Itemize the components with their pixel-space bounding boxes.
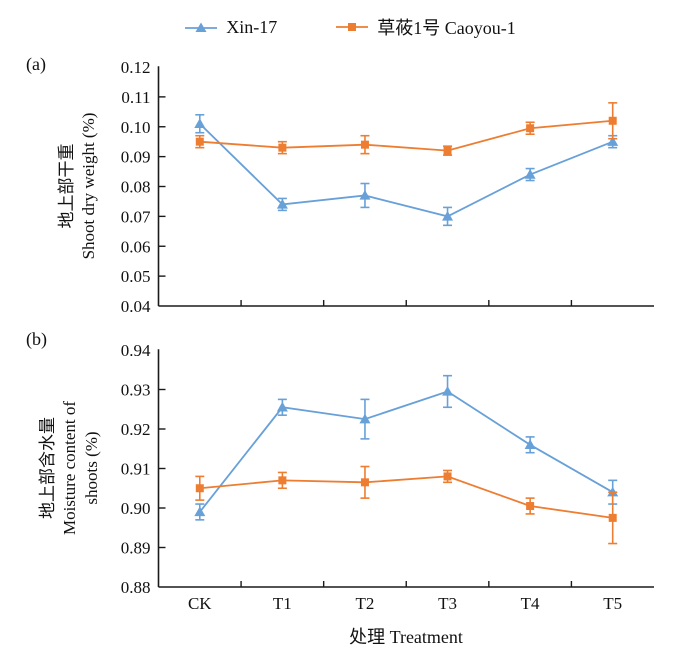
data-point-marker [278, 143, 287, 152]
data-point-marker [442, 210, 454, 221]
y-tick-label: 0.92 [121, 420, 151, 439]
data-point-marker [524, 169, 536, 179]
y-tick-label: 0.93 [121, 381, 151, 400]
y-tick-label: 0.07 [121, 207, 151, 226]
legend-label-xin17: Xin-17 [226, 16, 278, 37]
y-tick-label: 0.88 [121, 578, 151, 597]
y-tick-label: 0.94 [121, 341, 151, 360]
y-tick-label: 0.09 [121, 148, 151, 167]
data-point-marker [524, 439, 536, 449]
series-line [199, 390, 614, 513]
data-point-marker [360, 140, 369, 149]
legend-item-caoyou1: 草莜1号 Caoyou-1 [335, 14, 516, 40]
y-tick-label: 0.91 [121, 460, 151, 479]
data-point-marker [359, 189, 371, 200]
legend-item-xin17: Xin-17 [184, 17, 277, 38]
y-tick-label: 0.12 [121, 58, 151, 77]
legend: Xin-17 草莜1号 Caoyou-1 [0, 14, 700, 40]
panel-a-label: (a) [26, 54, 46, 74]
data-point-marker [607, 136, 619, 146]
y-axis-title-panel-b: 地上部含水量 Moisture content of shoots (%) [37, 401, 103, 535]
x-tick-label: T1 [273, 594, 292, 613]
legend-label-caoyou1: 草莜1号 Caoyou-1 [377, 18, 516, 38]
x-tick-label: T5 [603, 594, 622, 613]
y-axis-title-a-line-cn: 地上部干重 [56, 143, 76, 229]
y-tick-label: 0.05 [121, 267, 151, 286]
y-tick-label: 0.90 [121, 499, 151, 518]
y-axis-title-b-line-en2: shoots (%) [82, 431, 102, 505]
x-tick-label: T4 [521, 594, 540, 613]
x-tick-label: T3 [438, 594, 457, 613]
data-point-marker [194, 118, 206, 128]
data-point-marker [360, 478, 369, 487]
data-point-marker [443, 146, 452, 155]
data-point-marker [526, 502, 535, 511]
data-point-marker [195, 484, 204, 493]
y-axis-title-b-line-cn: 地上部含水量 [37, 417, 57, 519]
y-axis-title-b-line-en1: Moisture content of [59, 400, 79, 536]
series-line [199, 119, 613, 152]
data-point-marker [526, 124, 535, 133]
series-line [199, 475, 613, 519]
data-point-marker [359, 413, 371, 424]
x-axis-title: 处理 Treatment [349, 627, 463, 647]
square-marker-icon [336, 23, 369, 31]
y-tick-label: 0.04 [121, 297, 151, 316]
y-tick-label: 0.11 [121, 88, 150, 107]
x-tick-label: CK [188, 594, 212, 613]
y-axis-title-panel-a: 地上部干重 Shoot dry weight (%) [56, 113, 100, 260]
data-point-marker [194, 506, 206, 517]
data-point-marker [443, 472, 452, 481]
x-tick-label: T2 [356, 594, 375, 613]
series-line [199, 123, 614, 218]
panel-b-label: (b) [26, 329, 47, 349]
data-point-marker [608, 513, 617, 522]
y-tick-label: 0.89 [121, 539, 151, 558]
triangle-marker-icon [185, 22, 218, 32]
data-point-marker [278, 476, 287, 485]
data-point-marker [276, 198, 288, 209]
data-point-marker [195, 137, 204, 146]
y-tick-label: 0.08 [121, 178, 151, 197]
data-point-marker [276, 401, 288, 412]
y-tick-label: 0.10 [121, 118, 151, 137]
y-axis-title-a-line-en: Shoot dry weight (%) [79, 112, 98, 260]
data-point-marker [608, 116, 617, 125]
y-tick-label: 0.06 [121, 237, 151, 256]
data-point-marker [442, 385, 454, 396]
